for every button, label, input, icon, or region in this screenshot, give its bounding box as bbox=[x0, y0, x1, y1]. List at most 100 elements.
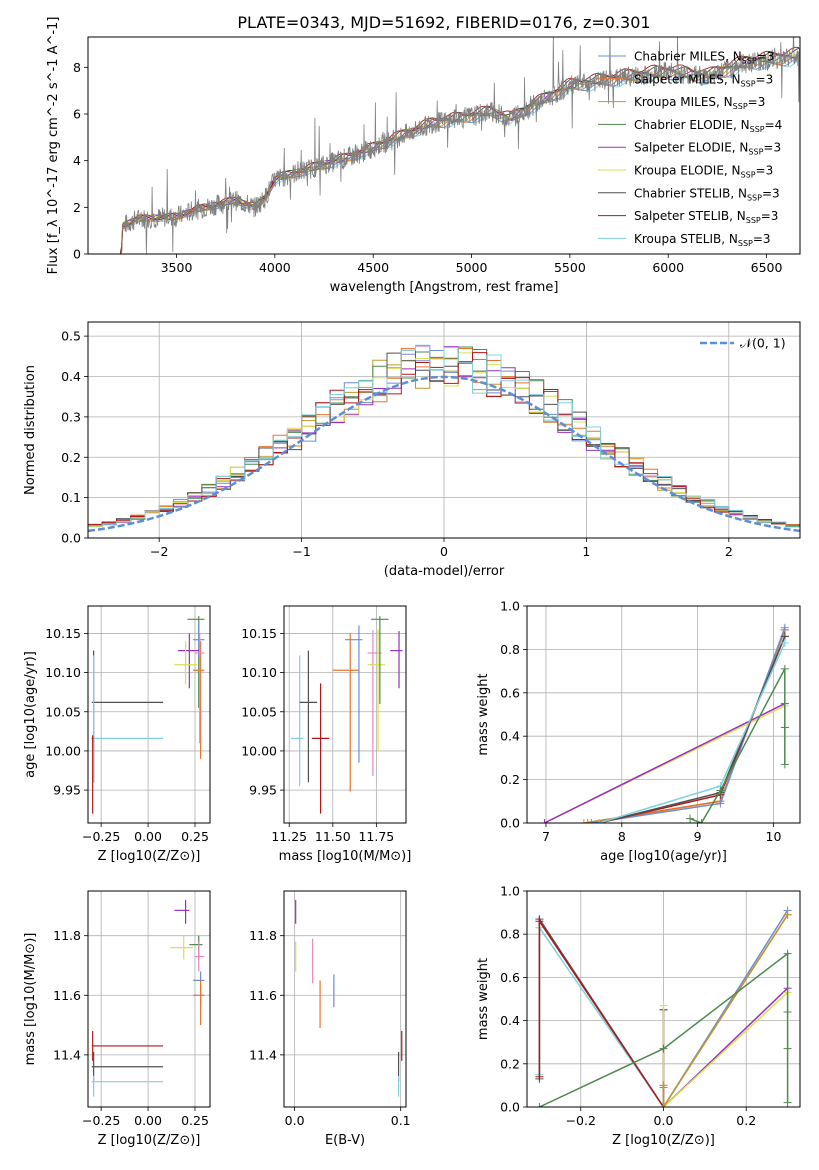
plot-area bbox=[535, 906, 792, 1107]
mass-weight-line-KE bbox=[662, 991, 789, 1107]
axes-frame bbox=[87, 321, 801, 539]
y-tick-label: 10.10 bbox=[241, 665, 277, 680]
mass-weight-line-CE bbox=[539, 952, 789, 1107]
x-tick-label: 2 bbox=[725, 544, 733, 559]
x-tick-label: 7 bbox=[542, 829, 550, 844]
legend-value: =3 bbox=[756, 72, 774, 86]
mass-weight-line-SS bbox=[538, 918, 665, 1107]
x-axis-label: (data-model)/error bbox=[384, 564, 505, 579]
y-tick-label: 10.00 bbox=[241, 743, 277, 758]
legend-label-normal: 𝒩(0, 1) bbox=[740, 336, 786, 351]
y-tick-label: 8 bbox=[73, 60, 81, 75]
plot-area bbox=[91, 899, 205, 1097]
x-axis-label: age [log10(age/yr)] bbox=[600, 849, 727, 864]
panel-massweight_vs_Z: −0.2 0.0 0.2 0.0 0.2 0.4 0.6 0.8 1.0 Z [log10(Z/Z… bbox=[476, 884, 801, 1148]
y-tick-label: 9.95 bbox=[53, 783, 81, 798]
y-tick-label: 11.4 bbox=[249, 1047, 277, 1062]
legend-subscript: SSP bbox=[738, 239, 753, 248]
figure-title: PLATE=0343, MJD=51692, FIBERID=0176, z=0… bbox=[237, 13, 650, 32]
mass-weight-line-SM bbox=[587, 629, 786, 823]
mass-weight-marker-CM bbox=[587, 819, 596, 823]
legend-value: =3 bbox=[753, 232, 771, 246]
model-spectrum-SM bbox=[120, 56, 800, 254]
legend-value: =3 bbox=[761, 209, 779, 223]
legend-label-KS: Kroupa STELIB, NSSP=3 bbox=[634, 232, 771, 248]
residual-histogram-KS bbox=[88, 344, 800, 527]
mass-weight-marker-CE bbox=[535, 1103, 544, 1107]
panel-spectrum: 3500 4000 4500 5000 5500 6000 6500 0 2 4 6 8 wavelen… bbox=[46, 17, 801, 295]
x-tick-label: 9 bbox=[694, 829, 702, 844]
plot-area bbox=[540, 623, 789, 823]
x-tick-label: 0.1 bbox=[391, 1113, 411, 1128]
y-tick-label: 0.0 bbox=[61, 531, 81, 546]
y-tick-label: 11.6 bbox=[53, 988, 81, 1003]
legend-subscript: SSP bbox=[741, 79, 756, 88]
x-tick-label: 0.0 bbox=[285, 1113, 305, 1128]
y-tick-label: 9.95 bbox=[249, 783, 277, 798]
y-tick-label: 10.05 bbox=[45, 704, 81, 719]
y-tick-label: 0.0 bbox=[500, 816, 520, 831]
panel-age_vs_Z: −0.25 0.00 0.25 9.95 10.00 10.05 10.10 10.15 Z [… bbox=[23, 605, 211, 864]
mass-weight-marker-CE bbox=[783, 1098, 792, 1107]
mass-weight-marker-KM bbox=[659, 1081, 668, 1090]
mass-weight-line-KM bbox=[662, 914, 789, 1107]
axes-frame bbox=[87, 890, 211, 1108]
y-tick-label: 0.6 bbox=[500, 970, 520, 985]
y-tick-label: 11.8 bbox=[249, 928, 277, 943]
y-tick-label: 0.5 bbox=[61, 329, 81, 344]
y-axis-label: Flux [f_λ 10^-17 erg cm^-2 s^-1 A^-1] bbox=[46, 17, 61, 275]
legend-value: =3 bbox=[756, 164, 774, 178]
y-axis-label: mass weight bbox=[476, 673, 491, 755]
mass-weight-marker-KE bbox=[659, 1001, 668, 1010]
normal-curve bbox=[88, 375, 800, 533]
legend-label-SS: Salpeter STELIB, NSSP=3 bbox=[634, 209, 778, 225]
panel-age_vs_mass: 11.25 11.50 11.75 9.95 10.00 10.05 10.10 10.15 m… bbox=[241, 605, 411, 864]
y-tick-label: 0.4 bbox=[500, 729, 520, 744]
x-tick-label: −2 bbox=[150, 544, 168, 559]
y-axis-label: age [log10(age/yr)] bbox=[23, 651, 38, 778]
x-axis-label: Z [log10(Z/Z⊙)] bbox=[98, 1133, 201, 1148]
x-tick-label: −1 bbox=[292, 544, 310, 559]
legend-label-CS: Chabrier STELIB, NSSP=3 bbox=[634, 186, 780, 202]
legend-value: =3 bbox=[757, 50, 775, 64]
x-tick-label: 4000 bbox=[259, 260, 291, 275]
y-tick-label: 10.15 bbox=[45, 626, 81, 641]
legend-value: =4 bbox=[765, 118, 783, 132]
legend-subscript: SSP bbox=[750, 125, 765, 134]
axes-frame bbox=[87, 605, 211, 824]
mass-weight-marker-SS bbox=[535, 1072, 544, 1081]
observed-spectrum bbox=[120, 37, 800, 254]
y-axis-label: Normed distribution bbox=[23, 365, 38, 495]
legend-subscript: SSP bbox=[741, 171, 756, 180]
mass-weight-marker-CE bbox=[686, 814, 695, 823]
x-axis-label: E(B-V) bbox=[325, 1133, 365, 1148]
y-tick-label: 11.4 bbox=[53, 1047, 81, 1062]
y-tick-label: 0.4 bbox=[61, 369, 81, 384]
x-tick-label: 5500 bbox=[554, 260, 586, 275]
y-tick-label: 6 bbox=[73, 107, 81, 122]
y-tick-label: 4 bbox=[73, 153, 81, 168]
y-tick-label: 0.2 bbox=[61, 450, 81, 465]
x-tick-label: −0.2 bbox=[566, 1113, 596, 1128]
y-tick-label: 10.10 bbox=[45, 665, 81, 680]
y-tick-label: 0.6 bbox=[500, 685, 520, 700]
mass-weight-marker-CE bbox=[783, 949, 792, 958]
x-tick-label: 5000 bbox=[456, 260, 488, 275]
mass-weight-marker-CE bbox=[780, 723, 789, 732]
mass-weight-marker-KM bbox=[659, 1103, 668, 1107]
mass-weight-marker-CM bbox=[780, 623, 789, 632]
y-tick-label: 11.8 bbox=[53, 928, 81, 943]
y-tick-label: 11.6 bbox=[249, 988, 277, 1003]
legend-subscript: SSP bbox=[746, 216, 761, 225]
y-tick-label: 1.0 bbox=[500, 599, 520, 614]
x-tick-label: −0.25 bbox=[82, 829, 120, 844]
axes-frame bbox=[283, 605, 407, 824]
mass-weight-marker-KS bbox=[595, 819, 604, 823]
mass-weight-line-SE bbox=[544, 702, 786, 823]
plot-area bbox=[88, 344, 800, 533]
y-tick-label: 1.0 bbox=[500, 884, 520, 899]
x-tick-label: 6000 bbox=[652, 260, 684, 275]
x-tick-label: 10 bbox=[766, 829, 782, 844]
y-tick-label: 0 bbox=[73, 247, 81, 262]
